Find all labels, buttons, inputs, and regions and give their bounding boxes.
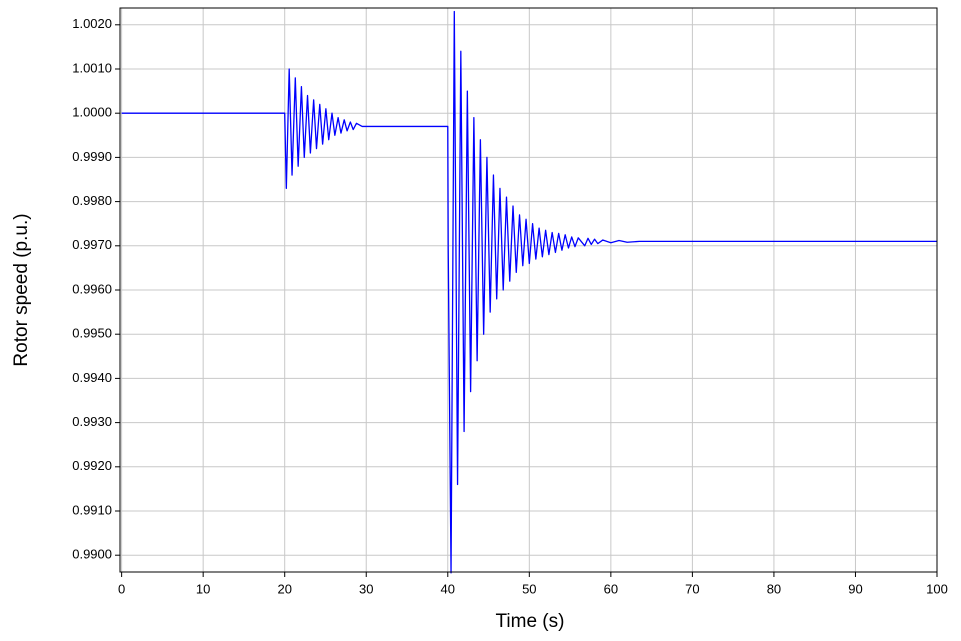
x-tick-label: 50 <box>522 581 536 596</box>
y-tick-label: 1.0020 <box>72 16 112 31</box>
y-tick-label: 1.0000 <box>72 105 112 120</box>
plot-border <box>119 7 938 573</box>
x-tick-label: 90 <box>848 581 862 596</box>
x-tick-label: 10 <box>196 581 210 596</box>
y-tick-label: 0.9950 <box>72 326 112 341</box>
y-tick-label: 0.9990 <box>72 149 112 164</box>
x-tick-label: 20 <box>277 581 291 596</box>
y-tick-label: 0.9930 <box>72 414 112 429</box>
y-tick-label: 0.9940 <box>72 370 112 385</box>
y-tick-label: 0.9920 <box>72 458 112 473</box>
x-tick-label: 40 <box>441 581 455 596</box>
x-axis-title: Time (s) <box>496 611 565 632</box>
x-tick-label: 100 <box>926 581 948 596</box>
y-tick-label: 0.9900 <box>72 547 112 562</box>
y-tick-label: 1.0010 <box>72 60 112 75</box>
y-tick-label: 0.9960 <box>72 281 112 296</box>
x-tick-label: 80 <box>767 581 781 596</box>
x-tick-label: 0 <box>118 581 125 596</box>
line-series <box>121 10 937 574</box>
y-tick-label: 0.9980 <box>72 193 112 208</box>
y-tick-label: 0.9970 <box>72 237 112 252</box>
x-tick-label: 30 <box>359 581 373 596</box>
x-tick-label: 60 <box>604 581 618 596</box>
y-tick-label: 0.9910 <box>72 502 112 517</box>
x-tick-label: 70 <box>685 581 699 596</box>
y-axis-title: Rotor speed (p.u.) <box>11 213 32 366</box>
